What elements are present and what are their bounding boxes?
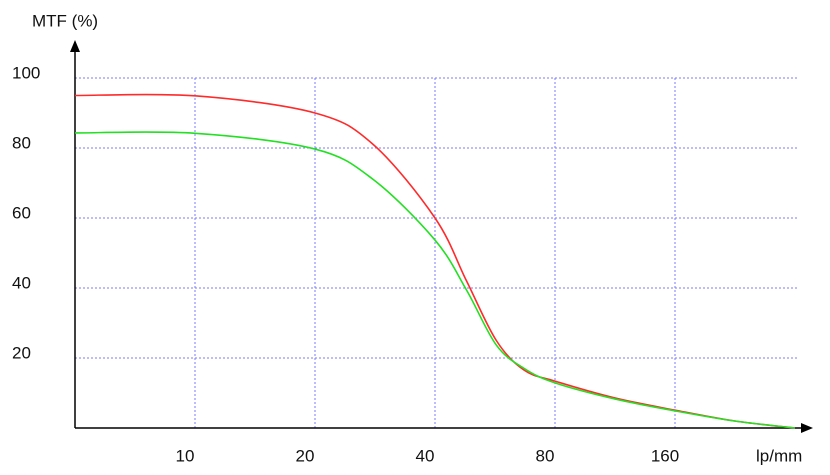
x-axis-arrow bbox=[801, 423, 813, 433]
y-axis-arrow bbox=[70, 40, 80, 52]
x-tick-label: 80 bbox=[536, 446, 555, 465]
y-tick-label: 20 bbox=[12, 343, 31, 362]
x-axis-label: lp/mm bbox=[756, 446, 802, 465]
x-tick-label: 160 bbox=[651, 446, 679, 465]
y-tick-label: 60 bbox=[12, 203, 31, 222]
x-tick-label: 40 bbox=[416, 446, 435, 465]
x-tick-label: 10 bbox=[176, 446, 195, 465]
y-tick-label: 80 bbox=[12, 133, 31, 152]
series-line bbox=[74, 93, 796, 429]
y-tick-label: 100 bbox=[12, 63, 40, 82]
y-axis-label: MTF (%) bbox=[32, 11, 98, 30]
series-line bbox=[74, 131, 796, 429]
x-tick-label: 20 bbox=[296, 446, 315, 465]
y-tick-label: 40 bbox=[12, 273, 31, 292]
